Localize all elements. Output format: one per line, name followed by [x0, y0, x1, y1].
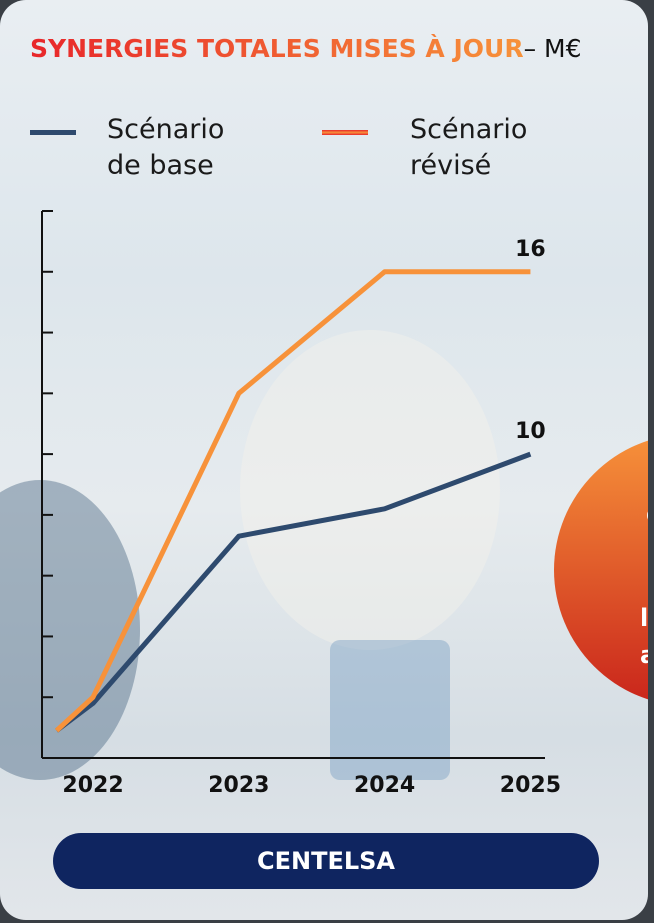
- title-text: SYNERGIES TOTALES MISES À JOUR: [30, 34, 524, 63]
- series-line: [55, 451, 532, 733]
- legend-label: Scénario de base: [107, 114, 225, 181]
- badge: [554, 440, 648, 700]
- x-tick-label: 2022: [62, 773, 123, 798]
- background-shape: [240, 330, 500, 650]
- x-tick-label: 2024: [354, 773, 415, 798]
- badge-text: la: [640, 604, 648, 632]
- badge-text: d: [646, 500, 648, 528]
- title-unit: – M€: [523, 34, 582, 63]
- background-shape: [330, 640, 450, 780]
- legend-label: Scénario révisé: [410, 114, 528, 181]
- series-line: [54, 269, 531, 733]
- x-tick-label: 2023: [208, 773, 269, 798]
- legend-swatch: [30, 130, 76, 135]
- legend-swatch: [322, 130, 368, 135]
- button[interactable]: CENTELSA: [53, 833, 599, 889]
- data-label: 10: [515, 419, 546, 444]
- badge-text: a: [640, 641, 648, 669]
- data-label: 16: [515, 237, 546, 262]
- title: SYNERGIES TOTALES MISES À JOUR– M€: [30, 34, 582, 63]
- x-tick-label: 2025: [500, 773, 561, 798]
